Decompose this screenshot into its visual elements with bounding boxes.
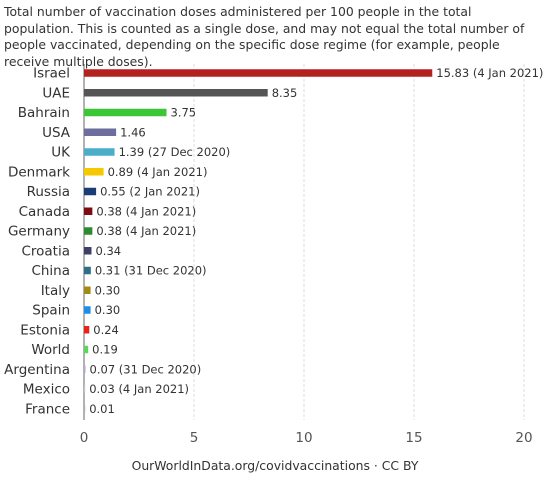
bar	[84, 148, 115, 156]
category-label: Estonia	[20, 322, 70, 338]
bar	[84, 286, 91, 294]
data-label: 0.30	[95, 283, 121, 297]
data-label: 0.24	[93, 323, 119, 337]
data-label: 3.75	[171, 106, 197, 120]
category-label: Croatia	[21, 243, 70, 259]
category-label: Italy	[41, 283, 70, 299]
data-label: 0.01	[89, 402, 115, 416]
data-label: 8.35	[272, 86, 298, 100]
category-label: USA	[42, 125, 71, 141]
data-label: 1.46	[120, 125, 146, 139]
bar	[84, 266, 91, 275]
bar	[84, 187, 97, 196]
data-label: 0.19	[92, 343, 118, 357]
data-label: 0.30	[95, 303, 121, 317]
category-label: World	[31, 342, 70, 358]
data-label: 0.89 (4 Jan 2021)	[108, 165, 208, 179]
category-label: UAE	[42, 85, 70, 101]
chart-subtitle: Total number of vaccination doses admini…	[4, 4, 525, 69]
bar	[84, 405, 86, 413]
bar	[84, 326, 90, 334]
bar	[84, 227, 93, 235]
category-label: Argentina	[4, 362, 70, 378]
bar	[84, 365, 86, 373]
category-label: Bahrain	[18, 105, 70, 121]
bar	[84, 306, 91, 314]
category-labels: Israel UAE Bahrain USA UK Denmark Russia Canada…	[4, 66, 71, 418]
bar	[84, 385, 86, 393]
category-label: Israel	[33, 66, 70, 82]
x-tick-label: 5	[190, 430, 199, 446]
value-labels: 15.83 (4 Jan 2021) 8.35 3.75 1.46 1.39 (27 D…	[89, 66, 543, 416]
x-tick-label: 20	[515, 430, 532, 446]
category-label: Mexico	[23, 382, 70, 398]
data-label: 0.03 (4 Jan 2021)	[89, 382, 189, 396]
bar	[84, 128, 117, 136]
x-tick-label: 15	[405, 430, 422, 446]
category-label: Russia	[27, 184, 70, 200]
bar	[84, 69, 433, 77]
data-label: 15.83 (4 Jan 2021)	[436, 66, 543, 80]
x-tick-label: 0	[80, 430, 89, 446]
category-label: Canada	[19, 204, 70, 220]
data-label: 0.55 (2 Jan 2021)	[100, 185, 200, 199]
category-label: France	[25, 401, 70, 417]
category-label: Denmark	[8, 164, 70, 180]
bar	[84, 247, 92, 255]
data-label: 0.31 (31 Dec 2020)	[95, 264, 207, 278]
source-note: OurWorldInData.org/covidvaccinations · C…	[131, 458, 419, 473]
category-label: China	[31, 263, 70, 279]
category-label: UK	[51, 145, 71, 161]
data-label: 0.07 (31 Dec 2020)	[90, 362, 202, 376]
bars	[84, 69, 433, 413]
category-label: Germany	[8, 224, 70, 240]
bar	[84, 108, 167, 117]
bar	[84, 168, 104, 176]
category-label: Spain	[32, 303, 70, 319]
bar	[84, 207, 93, 215]
data-label: 0.38 (4 Jan 2021)	[96, 224, 196, 238]
x-tick-labels: 0 5 10 15 20	[80, 430, 533, 446]
data-label: 0.38 (4 Jan 2021)	[96, 204, 196, 218]
bar	[84, 345, 89, 354]
bar	[84, 89, 268, 97]
data-label: 0.34	[95, 244, 121, 258]
data-label: 1.39 (27 Dec 2020)	[119, 145, 231, 159]
grid-lines	[83, 64, 525, 420]
x-tick-label: 10	[295, 430, 312, 446]
